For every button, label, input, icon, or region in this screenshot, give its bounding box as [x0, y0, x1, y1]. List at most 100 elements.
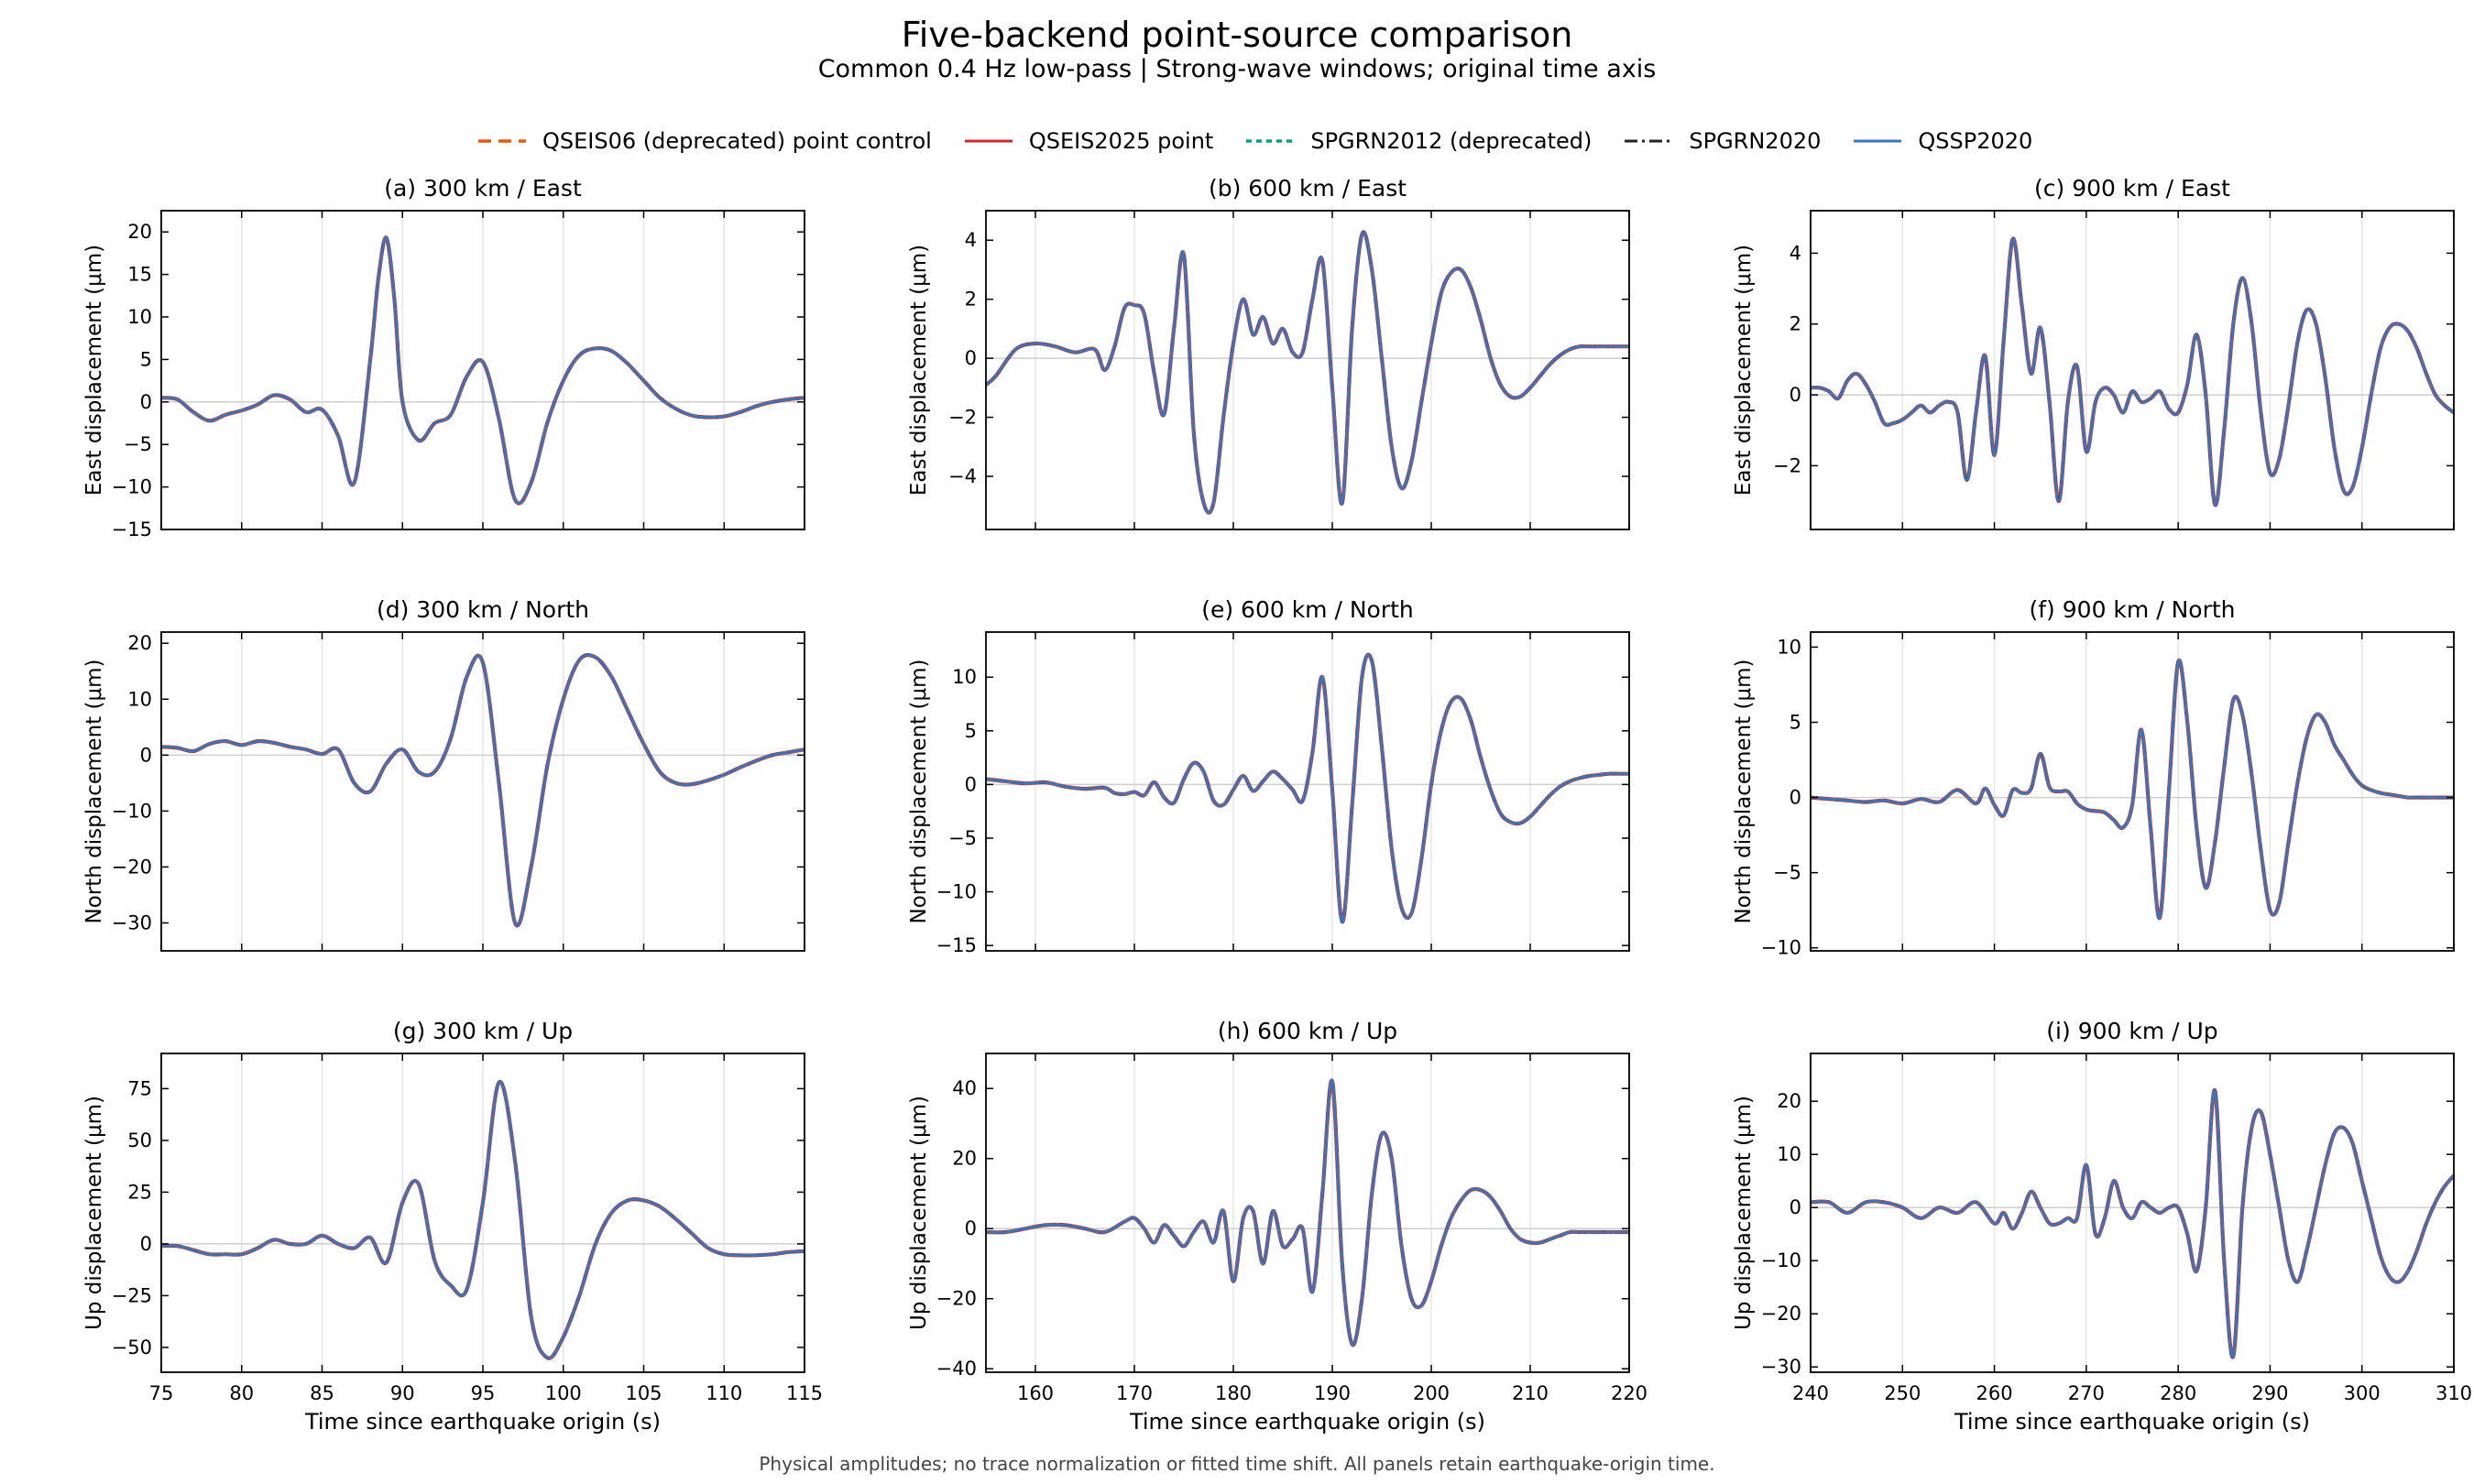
- series-qseis2025: [986, 230, 1629, 515]
- x-tick-label: 105: [625, 1382, 662, 1404]
- x-axis-label: Time since earthquake origin (s): [1129, 1409, 1485, 1435]
- y-tick-label: −4: [948, 465, 977, 487]
- legend: QSEIS06 (deprecated) point control QSEIS…: [476, 125, 2032, 158]
- series-qseis06: [986, 230, 1629, 515]
- y-tick-label: 10: [127, 306, 152, 328]
- y-tick-label: −20: [112, 856, 152, 878]
- axes-frame: [985, 631, 1630, 952]
- series-qseis2025: [1811, 1088, 2454, 1359]
- y-tick-label: −40: [936, 1358, 977, 1380]
- y-tick-label: −10: [1761, 1249, 1801, 1271]
- legend-item-spgrn2020: SPGRN2020: [1623, 128, 1821, 154]
- y-tick-label: 5: [140, 348, 152, 370]
- y-tick-label: −5: [1773, 862, 1801, 884]
- y-tick-label: −20: [1761, 1303, 1801, 1325]
- x-tick-label: 95: [471, 1382, 496, 1404]
- x-tick-label: 160: [1017, 1382, 1054, 1404]
- y-tick-label: 0: [140, 391, 152, 413]
- y-tick-label: 5: [1790, 711, 1801, 733]
- panel-6: −10 −5 0 5 10 (f) 900 km / North North displac…: [1732, 596, 2455, 959]
- y-tick-label: 0: [140, 744, 152, 766]
- x-tick-label: 270: [2068, 1382, 2105, 1404]
- series-qssp2020: [161, 653, 805, 927]
- series-qseis06: [986, 1078, 1629, 1348]
- series-qseis2025: [1811, 658, 2454, 921]
- x-tick-label: 210: [1512, 1382, 1549, 1404]
- series-qssp2020: [161, 236, 805, 505]
- y-tick-label: 0: [965, 347, 977, 369]
- series-qseis2025: [986, 1078, 1629, 1348]
- y-tick-label: 0: [965, 1217, 977, 1239]
- panel-3: −2 0 2 4 (c) 900 km / East East displacement …: [1732, 175, 2455, 530]
- series-qssp2020: [1811, 1089, 2454, 1359]
- axes-frame: [1810, 631, 2455, 952]
- series-qssp2020: [1811, 237, 2454, 507]
- x-tick-label: 170: [1116, 1382, 1153, 1404]
- legend-item-qssp2020: QSSP2020: [1852, 128, 2032, 154]
- series-qssp2020: [161, 1080, 805, 1360]
- x-tick-label: 110: [706, 1382, 742, 1404]
- panel-title: (g) 300 km / Up: [393, 1018, 573, 1044]
- axes-frame: [985, 210, 1630, 530]
- x-tick-label: 75: [149, 1382, 174, 1404]
- y-tick-label: 4: [965, 229, 977, 251]
- y-axis-label: North displacement (μm): [1732, 660, 1756, 924]
- x-axis-label: Time since earthquake origin (s): [304, 1409, 661, 1435]
- panel-1: −15 −10 −5 0 5 10 15 20 (a) 300 km / East East di…: [82, 175, 805, 540]
- y-axis-label: Up displacement (μm): [907, 1096, 931, 1330]
- y-tick-label: −10: [112, 800, 152, 822]
- legend-swatch-spgrn2020: [1625, 139, 1673, 143]
- y-tick-label: 2: [965, 289, 977, 311]
- y-tick-label: −15: [112, 518, 152, 540]
- panel-title: (h) 600 km / Up: [1218, 1018, 1397, 1044]
- panel-4: −30 −20 −10 0 10 20 (d) 300 km / North North di…: [82, 596, 805, 952]
- panel-title: (e) 600 km / North: [1201, 596, 1414, 623]
- legend-label-spgrn2020: SPGRN2020: [1689, 128, 1822, 154]
- y-tick-label: −2: [948, 407, 977, 429]
- figure-footnote: Physical amplitudes; no trace normalizat…: [759, 1453, 1715, 1475]
- panel-8: 160 170 180 190 200 210 220 −40 −20 0 20 40 (h) 600 …: [907, 1018, 1648, 1435]
- y-axis-label: Up displacement (μm): [1732, 1096, 1756, 1330]
- panel-title: (i) 900 km / Up: [2046, 1018, 2217, 1044]
- axes-frame: [985, 1053, 1630, 1373]
- legend-swatch-qssp2020: [1854, 139, 1902, 143]
- y-tick-label: 25: [127, 1181, 152, 1203]
- x-tick-label: 180: [1215, 1382, 1252, 1404]
- y-tick-label: 20: [1777, 1090, 1801, 1112]
- series-spgrn2020: [1811, 1089, 2454, 1359]
- y-tick-label: −25: [112, 1284, 152, 1306]
- y-axis-label: North displacement (μm): [907, 660, 931, 924]
- y-tick-label: −30: [1761, 1356, 1801, 1378]
- panel-title: (b) 600 km / East: [1209, 175, 1407, 202]
- y-axis-label: East displacement (μm): [907, 245, 931, 496]
- panel-2: −4 −2 0 2 4 (b) 600 km / East East displacemen…: [907, 175, 1630, 530]
- y-tick-label: −10: [112, 476, 152, 498]
- panel-title: (c) 900 km / East: [2034, 175, 2230, 202]
- x-axis-label: Time since earthquake origin (s): [1954, 1409, 2310, 1435]
- y-tick-label: −10: [1761, 937, 1801, 959]
- figure-title: Five-backend point-source comparison: [901, 15, 1573, 55]
- panel-title: (a) 300 km / East: [384, 175, 582, 202]
- axes-frame: [1810, 1053, 2455, 1373]
- y-tick-label: 50: [127, 1129, 152, 1151]
- y-tick-label: 40: [952, 1077, 977, 1099]
- y-tick-label: −50: [112, 1337, 152, 1359]
- panel-5: −15 −10 −5 0 5 10 (e) 600 km / North North disp…: [907, 596, 1630, 956]
- y-tick-label: −10: [936, 881, 977, 903]
- x-tick-label: 310: [2436, 1382, 2472, 1404]
- x-tick-label: 280: [2160, 1382, 2196, 1404]
- y-tick-label: 15: [127, 264, 152, 286]
- x-tick-label: 290: [2251, 1382, 2288, 1404]
- legend-swatch-qseis2025: [964, 139, 1013, 143]
- y-axis-label: East displacement (μm): [82, 245, 106, 496]
- legend-item-qseis06: QSEIS06 (deprecated) point control: [476, 128, 932, 154]
- panel-title: (d) 300 km / North: [377, 596, 589, 623]
- x-tick-label: 85: [310, 1382, 334, 1404]
- series-spgrn2012: [986, 230, 1629, 515]
- y-axis-label: Up displacement (μm): [82, 1096, 106, 1330]
- x-tick-label: 200: [1413, 1382, 1450, 1404]
- series-spgrn2020: [986, 231, 1629, 514]
- series-qssp2020: [986, 231, 1629, 514]
- y-tick-label: 0: [1790, 787, 1801, 809]
